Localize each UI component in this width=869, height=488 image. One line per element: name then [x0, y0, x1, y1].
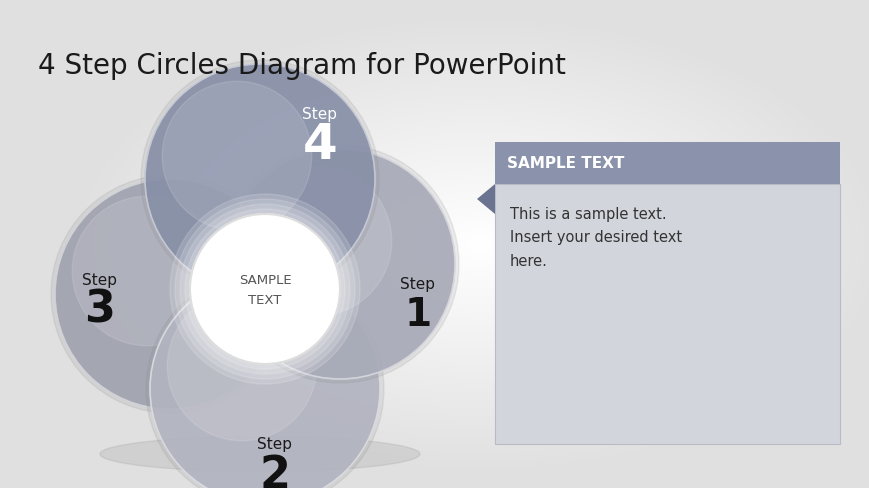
Circle shape	[55, 180, 285, 409]
Circle shape	[169, 195, 360, 384]
Circle shape	[225, 150, 454, 379]
Circle shape	[221, 146, 459, 383]
Ellipse shape	[100, 437, 420, 471]
Circle shape	[189, 215, 340, 364]
Text: SAMPLE
TEXT: SAMPLE TEXT	[238, 273, 291, 306]
Bar	[494, 142, 839, 184]
Polygon shape	[476, 184, 494, 215]
Circle shape	[141, 61, 379, 298]
Text: 4: 4	[302, 121, 337, 169]
Circle shape	[242, 167, 391, 316]
Text: 3: 3	[84, 288, 116, 331]
Text: 1: 1	[404, 295, 431, 333]
Circle shape	[146, 270, 383, 488]
Circle shape	[51, 176, 289, 413]
Circle shape	[185, 209, 345, 369]
Text: Step: Step	[83, 272, 117, 287]
Text: Step: Step	[302, 107, 337, 122]
Text: Step: Step	[400, 277, 435, 292]
Text: SAMPLE TEXT: SAMPLE TEXT	[507, 156, 624, 171]
Circle shape	[162, 82, 311, 231]
Text: 4 Step Circles Diagram for PowerPoint: 4 Step Circles Diagram for PowerPoint	[38, 52, 565, 80]
Circle shape	[175, 200, 355, 379]
Circle shape	[149, 274, 380, 488]
Text: 2: 2	[259, 452, 290, 488]
Circle shape	[72, 197, 222, 346]
Circle shape	[180, 204, 349, 374]
Text: Step: Step	[257, 437, 292, 451]
Bar	[494, 184, 839, 444]
Circle shape	[145, 65, 375, 294]
Text: This is a sample text.
Insert your desired text
here.: This is a sample text. Insert your desir…	[509, 206, 681, 268]
Circle shape	[167, 292, 316, 441]
